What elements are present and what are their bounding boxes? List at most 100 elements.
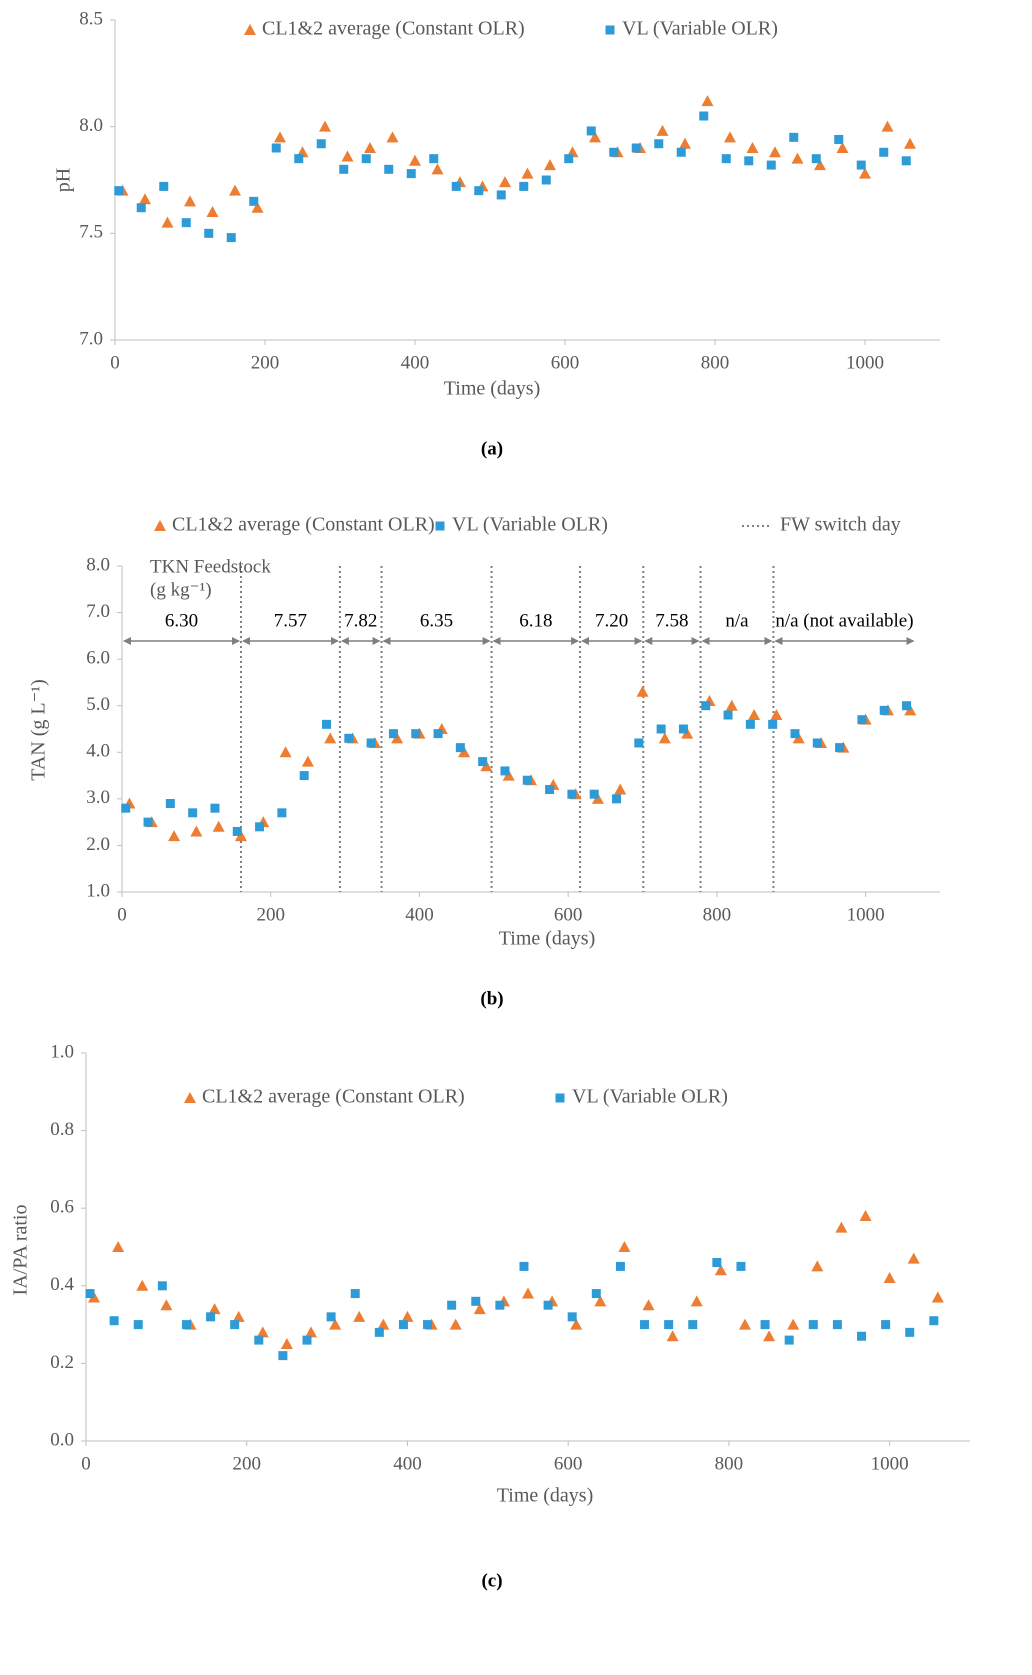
data-point [301, 755, 314, 767]
data-point [723, 710, 733, 720]
data-point [521, 167, 534, 179]
data-point [406, 169, 416, 179]
data-point [374, 1327, 384, 1337]
data-point [857, 715, 867, 725]
data-point [206, 206, 219, 217]
data-point [654, 139, 664, 149]
data-point [567, 1312, 577, 1322]
data-point [143, 817, 153, 827]
y-tick-label: 0.6 [50, 1197, 74, 1218]
data-point [278, 1351, 288, 1361]
legend-marker [244, 24, 256, 35]
y-axis-label: TAN (g L⁻¹) [28, 679, 50, 781]
y-tick-label: 5.0 [86, 694, 110, 715]
data-point [856, 160, 866, 170]
data-point [835, 1221, 848, 1233]
data-point [274, 131, 286, 143]
data-point [589, 789, 599, 799]
x-tick-label: 1000 [847, 904, 885, 925]
x-tick-label: 800 [703, 904, 732, 925]
x-tick-label: 0 [81, 1453, 91, 1474]
data-point [181, 218, 191, 228]
data-point [350, 1289, 360, 1299]
data-point [377, 1318, 390, 1330]
legend-label: CL1&2 average (Constant OLR) [262, 18, 525, 40]
data-point [449, 1318, 462, 1330]
feedstock-unit: (g kg⁻¹) [150, 579, 212, 600]
y-axis-label: pH [53, 168, 75, 192]
data-point [545, 785, 555, 795]
data-point [642, 1299, 655, 1311]
legend-marker [605, 25, 615, 35]
data-point [386, 131, 399, 143]
data-point [812, 738, 822, 748]
period-label: 7.57 [274, 610, 307, 631]
data-point [280, 1338, 293, 1349]
feedstock-title: TKN Feedstock [150, 556, 271, 577]
data-point [496, 190, 506, 200]
data-point [499, 176, 511, 188]
legend-label: CL1&2 average (Constant OLR) [202, 1086, 465, 1108]
data-point [929, 1316, 939, 1326]
data-point [701, 701, 711, 711]
data-point [814, 159, 826, 171]
data-point [451, 181, 461, 191]
data-point [165, 799, 175, 809]
y-tick-label: 0.4 [50, 1274, 74, 1295]
data-point [160, 1299, 173, 1311]
data-point [121, 803, 131, 813]
x-tick-label: 1000 [871, 1453, 909, 1474]
data-point [366, 738, 376, 748]
data-point [883, 1272, 896, 1284]
data-point [157, 1281, 167, 1291]
data-point [522, 775, 532, 785]
data-point [881, 120, 894, 132]
data-point [114, 186, 124, 196]
data-point [208, 1303, 221, 1315]
y-tick-label: 1.0 [50, 1041, 74, 1062]
data-point [789, 132, 799, 142]
data-point [136, 203, 146, 213]
legend-label: VL (Variable OLR) [572, 1086, 728, 1108]
data-point [658, 732, 671, 744]
data-point [570, 1318, 583, 1330]
y-tick-label: 0.8 [50, 1119, 74, 1140]
panel-label: (c) [481, 1570, 502, 1591]
data-point [612, 794, 622, 804]
data-point [433, 729, 443, 739]
data-point [251, 201, 264, 213]
legend-marker [154, 520, 166, 531]
x-tick-label: 0 [117, 904, 127, 925]
legend-label: FW switch day [780, 514, 901, 536]
data-point [688, 1320, 698, 1330]
data-point [784, 1335, 794, 1345]
data-point [543, 1300, 553, 1310]
data-point [589, 131, 601, 143]
x-tick-label: 200 [232, 1453, 261, 1474]
x-axis-label: Time (days) [444, 378, 540, 400]
data-point [836, 142, 849, 153]
data-point [188, 808, 198, 818]
data-point [329, 1318, 342, 1330]
data-point [255, 822, 265, 832]
data-point [326, 1312, 336, 1322]
period-label: 6.35 [420, 610, 453, 631]
data-point [745, 719, 755, 729]
x-tick-label: 600 [554, 1453, 583, 1474]
legend-marker [435, 521, 445, 531]
data-point [904, 137, 916, 149]
data-point [564, 154, 574, 164]
data-point [401, 1310, 414, 1322]
x-tick-label: 800 [701, 352, 730, 373]
data-point [447, 1300, 457, 1310]
data-point [409, 154, 421, 166]
y-tick-label: 3.0 [86, 787, 110, 808]
x-tick-label: 200 [251, 352, 280, 373]
data-point [429, 154, 439, 164]
data-point [636, 685, 649, 697]
data-point [302, 1335, 312, 1345]
x-tick-label: 400 [401, 352, 430, 373]
y-tick-label: 8.0 [86, 554, 110, 575]
panel-label: (b) [480, 988, 503, 1009]
